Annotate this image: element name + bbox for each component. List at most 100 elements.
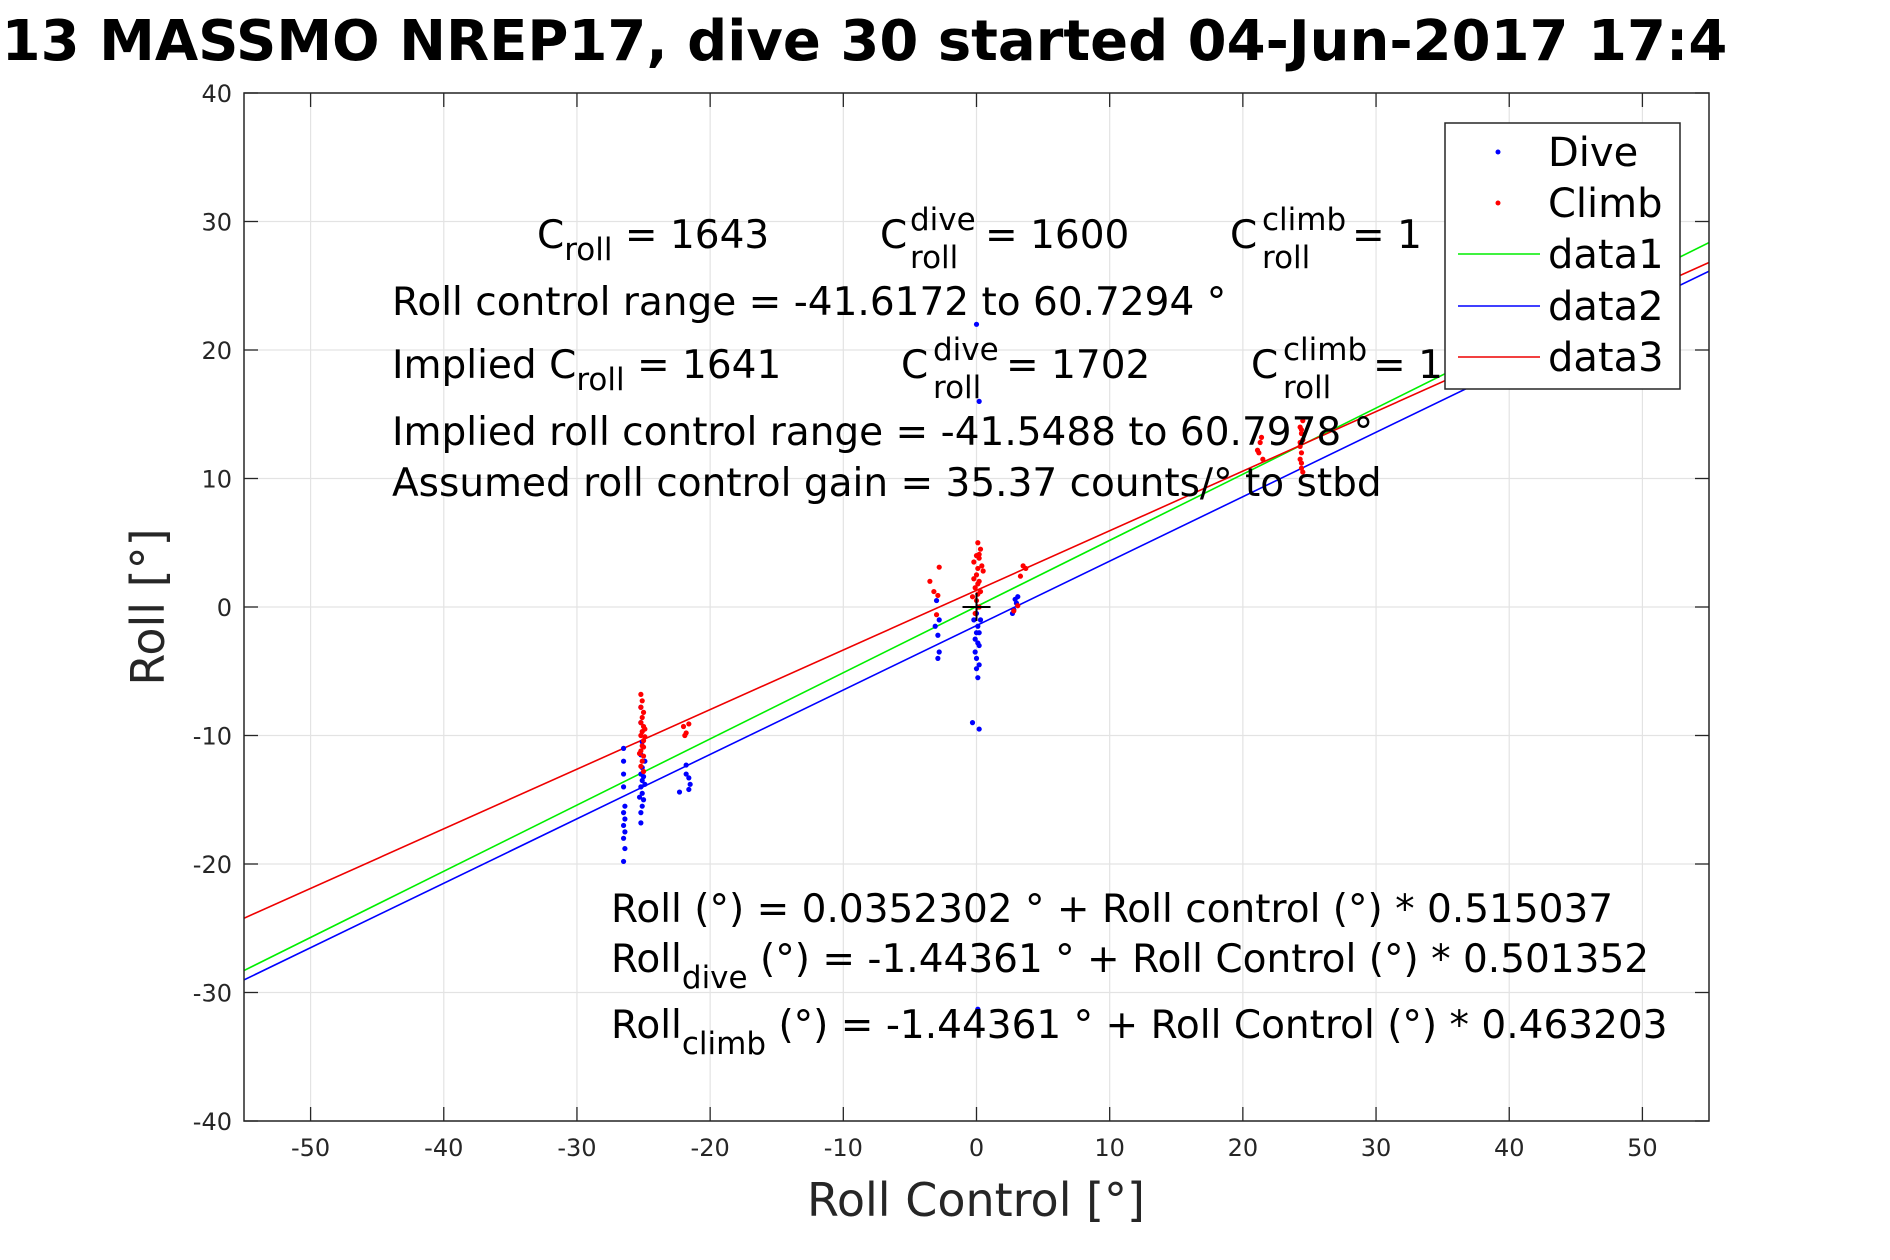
point-climb (639, 714, 645, 721)
annotation-implied-range: Implied roll control range = -41.5488 to… (392, 410, 1373, 455)
point-climb (682, 732, 688, 739)
point-climb (935, 592, 941, 599)
point-dive (972, 636, 978, 642)
x-tick-label: -20 (691, 1134, 730, 1162)
point-dive (977, 617, 984, 623)
point-dive (638, 784, 644, 790)
annotation-implied-croll-climb-sub: roll (1283, 370, 1331, 406)
point-dive (620, 745, 627, 751)
point-dive (933, 597, 940, 604)
point-climb (1256, 450, 1262, 456)
x-tick-label: 10 (1094, 1134, 1125, 1162)
point-dive (975, 1006, 981, 1012)
annotation-implied-croll-climb-sup: climb (1283, 332, 1367, 368)
point-dive (620, 771, 627, 777)
point-climb (1260, 456, 1266, 462)
annotation-croll-climb-sub: roll (1262, 240, 1310, 276)
point-climb (638, 704, 644, 710)
annotation-implied-croll-climb: C (1251, 343, 1278, 388)
point-climb (636, 750, 643, 757)
point-climb (639, 758, 645, 764)
annotation-fit-climb: Rollclimb (°) = -1.44361 ° + Roll Contro… (611, 1003, 1668, 1062)
legend: Dive Climb data1 data2 data3 (1444, 122, 1681, 390)
axis-ticks (244, 92, 1709, 1122)
annotation-croll-dive: C (880, 213, 907, 258)
annotation-croll-dive-value: = 1600 (985, 213, 1129, 258)
point-dive (620, 835, 627, 841)
point-dive (973, 655, 980, 662)
point-climb (976, 555, 982, 561)
point-climb (638, 691, 644, 697)
x-tick-label: 30 (1361, 1134, 1392, 1162)
point-dive (620, 758, 627, 764)
point-climb (686, 721, 692, 727)
point-dive (976, 398, 982, 404)
annotation-roll-control-range: Roll control range = -41.6172 to 60.7294… (392, 280, 1226, 325)
legend-data3-label: data3 (1548, 335, 1664, 381)
point-climb (979, 563, 985, 569)
point-climb (638, 732, 644, 739)
point-dive (620, 822, 627, 829)
point-climb (1298, 427, 1305, 433)
point-climb (1017, 573, 1024, 579)
point-dive (622, 845, 628, 852)
y-tick-label: 0 (217, 594, 232, 622)
point-dive (622, 829, 628, 835)
point-dive (642, 781, 648, 787)
y-tick-label: 30 (201, 209, 232, 237)
point-dive (976, 642, 982, 649)
point-climb (927, 578, 933, 584)
point-dive (976, 630, 982, 636)
point-dive (932, 623, 938, 629)
y-tick-label: -10 (193, 723, 232, 751)
x-tick-label: -50 (291, 1134, 330, 1162)
point-dive (683, 771, 689, 777)
point-climb (977, 588, 984, 595)
x-tick-label: 20 (1228, 1134, 1259, 1162)
y-tick-label: 20 (201, 337, 232, 365)
annotation-implied-croll-dive-value: = 1702 (1006, 343, 1150, 388)
point-climb (975, 581, 981, 587)
scatter-points (620, 321, 1306, 1012)
annotation-croll: Croll = 1643 (537, 213, 769, 268)
point-climb (1015, 603, 1021, 609)
point-dive (640, 797, 647, 803)
y-tick-label: 40 (201, 80, 232, 108)
point-climb (976, 551, 982, 557)
point-dive (686, 775, 692, 781)
point-dive (638, 810, 644, 816)
point-dive (639, 790, 645, 796)
annotation-implied-croll: Implied Croll = 1641 (392, 343, 781, 398)
point-climb (975, 540, 981, 546)
point-dive (975, 675, 981, 681)
point-climb (975, 565, 981, 572)
point-dive (639, 803, 645, 809)
y-tick-label: -40 (193, 1108, 232, 1136)
x-axis-label: Roll Control [°] (807, 1173, 1145, 1227)
point-climb (638, 720, 644, 726)
point-climb (1300, 469, 1306, 475)
point-dive (640, 774, 647, 780)
point-climb (933, 612, 940, 618)
chart-title: 613 MASSMO NREP17, dive 30 started 04-Ju… (0, 9, 1727, 74)
point-climb (1297, 439, 1303, 446)
point-dive (936, 649, 942, 655)
legend-dive-label: Dive (1548, 130, 1638, 176)
point-climb (640, 768, 647, 775)
point-climb (642, 726, 648, 732)
annotation-fit-dive: Rolldive (°) = -1.44361 ° + Roll Control… (611, 937, 1649, 996)
point-dive (638, 820, 644, 826)
point-climb (977, 546, 984, 552)
legend-dive-swatch (1495, 149, 1501, 155)
y-tick-label: -30 (193, 980, 232, 1008)
point-dive (687, 781, 693, 787)
annotation-implied-croll-climb-value: = 1 (1373, 343, 1443, 388)
point-climb (973, 572, 980, 578)
legend-data2-label: data2 (1548, 284, 1664, 330)
point-climb (640, 753, 647, 759)
annotation-croll-dive-sup: dive (910, 202, 976, 238)
tick-labels: -50 -40 -30 -20 -10 0 10 20 30 40 50 -40 -30 -20 -10 0 1… (193, 80, 1658, 1162)
point-climb (1298, 450, 1305, 456)
y-tick-label: -20 (193, 851, 232, 879)
